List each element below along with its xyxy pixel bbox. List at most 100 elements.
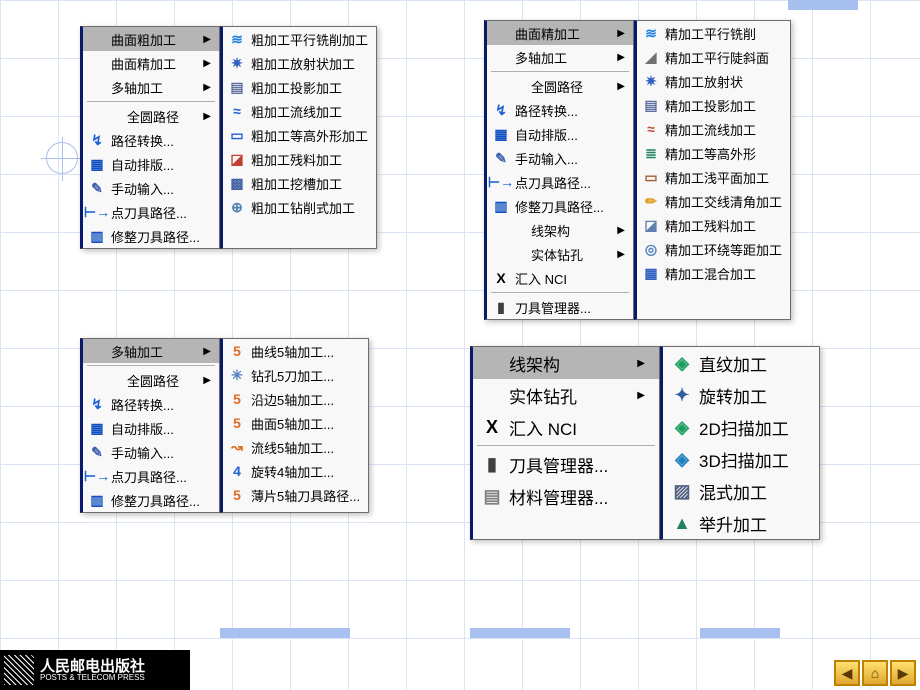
menu-rough-sub[interactable]: ≋粗加工平行铣削加工✷粗加工放射状加工▤粗加工投影加工≈粗加工流线加工▭粗加工等… (220, 26, 377, 249)
rough-sub-item[interactable]: ▤粗加工投影加工 (223, 75, 376, 99)
rough-sub-item[interactable]: ≋粗加工平行铣削加工 (223, 27, 376, 51)
rough-parent-item[interactable]: ⊢→点刀具路径... (83, 200, 219, 224)
finish-sub-item[interactable]: ≣精加工等高外形 (637, 141, 790, 165)
multiaxis-sub-item[interactable]: ↝流线5轴加工... (223, 435, 368, 459)
finish-parent-item-label: 修整刀具路径... (515, 197, 625, 216)
rough-parent-item[interactable]: ▥修整刀具路径... (83, 224, 219, 248)
wireframe-sub-item[interactable]: ◈直纹加工 (663, 347, 819, 379)
finish-parent-item[interactable]: ▦自动排版... (487, 122, 633, 146)
finish-sub-item[interactable]: ▦精加工混合加工 (637, 261, 790, 285)
finish-sub-item[interactable]: ✷精加工放射状 (637, 69, 790, 93)
finish-parent-item[interactable]: 全圆路径▶ (487, 74, 633, 98)
finish-parent-item[interactable]: ↯路径转换... (487, 98, 633, 122)
rough-sub-item[interactable]: ◪粗加工残料加工 (223, 147, 376, 171)
finish-parent-separator (491, 292, 629, 293)
rough-parent-item-icon: ↯ (87, 131, 107, 149)
finish-sub-item[interactable]: ▤精加工投影加工 (637, 93, 790, 117)
finish-sub-item[interactable]: ≋精加工平行铣削 (637, 21, 790, 45)
wireframe-sub-item[interactable]: ◈3D扫描加工 (663, 443, 819, 475)
finish-parent-item-label: 线架构 (531, 221, 607, 240)
rough-sub-item[interactable]: ▩粗加工挖槽加工 (223, 171, 376, 195)
finish-sub-item[interactable]: ◢精加工平行陡斜面 (637, 45, 790, 69)
multiaxis-parent-item-label: 多轴加工 (111, 342, 193, 361)
wireframe-sub-item[interactable]: ▨混式加工 (663, 475, 819, 507)
wireframe-sub-item[interactable]: ▲举升加工 (663, 507, 819, 539)
multiaxis-parent-item[interactable]: 多轴加工▶ (83, 339, 219, 363)
multiaxis-sub-item[interactable]: 5薄片5轴刀具路径... (223, 483, 368, 507)
multiaxis-sub-item[interactable]: ✳钻孔5刀加工... (223, 363, 368, 387)
rough-sub-item[interactable]: ≈粗加工流线加工 (223, 99, 376, 123)
rough-parent-item[interactable]: ↯路径转换... (83, 128, 219, 152)
wireframe-sub-item-label: 2D扫描加工 (699, 415, 805, 440)
nav-prev-button[interactable]: ◀ (834, 660, 860, 686)
multiaxis-parent-item[interactable]: ✎手动输入... (83, 440, 219, 464)
finish-parent-item-icon: ⊢→ (491, 173, 511, 191)
finish-sub-item-icon: ◢ (641, 48, 661, 66)
wireframe-parent-item[interactable]: ▤材料管理器... (473, 480, 659, 512)
finish-sub-item-icon: ✏ (641, 192, 661, 210)
menu-finish-parent[interactable]: 曲面精加工▶多轴加工▶ 全圆路径▶↯路径转换...▦自动排版...✎手动输入...… (484, 20, 634, 320)
multiaxis-sub-item[interactable]: 5沿边5轴加工... (223, 387, 368, 411)
wireframe-sub-item[interactable]: ✦旋转加工 (663, 379, 819, 411)
multiaxis-parent-item[interactable]: 全圆路径▶ (83, 368, 219, 392)
finish-sub-item[interactable]: ◎精加工环绕等距加工 (637, 237, 790, 261)
multiaxis-sub-item[interactable]: 5曲线5轴加工... (223, 339, 368, 363)
rough-parent-item[interactable]: ✎手动输入... (83, 176, 219, 200)
finish-sub-item-label: 精加工等高外形 (665, 144, 782, 163)
rough-parent-item-label: 曲面精加工 (111, 54, 193, 73)
menu-wireframe-parent[interactable]: 线架构▶实体钻孔▶X汇入 NCI ▮刀具管理器...▤材料管理器... (470, 346, 660, 540)
multiaxis-sub-item[interactable]: 5曲面5轴加工... (223, 411, 368, 435)
finish-parent-item-icon: ▮ (491, 298, 511, 316)
rough-sub-item-icon: ▤ (227, 78, 247, 96)
finish-sub-item[interactable]: ≈精加工流线加工 (637, 117, 790, 141)
finish-sub-item-label: 精加工投影加工 (665, 96, 782, 115)
finish-parent-item[interactable]: ⊢→点刀具路径... (487, 170, 633, 194)
finish-parent-item[interactable]: ▥修整刀具路径... (487, 194, 633, 218)
wireframe-parent-item[interactable]: 线架构▶ (473, 347, 659, 379)
multiaxis-parent-item[interactable]: ⊢→点刀具路径... (83, 464, 219, 488)
menu-rough-parent[interactable]: 曲面粗加工▶曲面精加工▶多轴加工▶全圆路径▶↯路径转换...▦自动排版...✎手… (80, 26, 220, 249)
finish-parent-item[interactable]: 曲面精加工▶ (487, 21, 633, 45)
menu-finish-sub[interactable]: ≋精加工平行铣削◢精加工平行陡斜面✷精加工放射状▤精加工投影加工≈精加工流线加工… (634, 20, 791, 320)
menu-wireframe-sub[interactable]: ◈直纹加工✦旋转加工◈2D扫描加工◈3D扫描加工▨混式加工▲举升加工 (660, 346, 820, 540)
wireframe-parent-item[interactable]: 实体钻孔▶ (473, 379, 659, 411)
finish-sub-item[interactable]: ▭精加工浅平面加工 (637, 165, 790, 189)
finish-sub-item-label: 精加工环绕等距加工 (665, 240, 782, 259)
finish-sub-item-label: 精加工残料加工 (665, 216, 782, 235)
rough-parent-item[interactable]: 全圆路径▶ (83, 104, 219, 128)
finish-parent-item[interactable]: 线架构▶ (487, 218, 633, 242)
finish-sub-item[interactable]: ✏精加工交线清角加工 (637, 189, 790, 213)
nav-next-button[interactable]: ▶ (890, 660, 916, 686)
finish-parent-item[interactable]: X汇入 NCI (487, 266, 633, 290)
nav-home-button[interactable]: ⌂ (862, 660, 888, 686)
menu-multiaxis-sub[interactable]: 5曲线5轴加工...✳钻孔5刀加工...5沿边5轴加工...5曲面5轴加工...… (220, 338, 369, 513)
accent-strip (220, 628, 350, 638)
multiaxis-parent-item[interactable]: ▥修整刀具路径... (83, 488, 219, 512)
wireframe-parent-item[interactable]: X汇入 NCI (473, 411, 659, 443)
finish-parent-item[interactable]: 多轴加工▶ (487, 45, 633, 69)
rough-parent-item[interactable]: 曲面粗加工▶ (83, 27, 219, 51)
rough-parent-item[interactable]: 多轴加工▶ (83, 75, 219, 99)
multiaxis-parent-item[interactable]: ▦自动排版... (83, 416, 219, 440)
rough-sub-item[interactable]: ⊕粗加工钻削式加工 (223, 195, 376, 219)
wireframe-sub-item-icon: ◈ (669, 352, 695, 374)
wireframe-parent-item[interactable]: ▮刀具管理器... (473, 448, 659, 480)
finish-sub-item[interactable]: ◪精加工残料加工 (637, 213, 790, 237)
finish-parent-item[interactable]: 实体钻孔▶ (487, 242, 633, 266)
submenu-arrow-icon: ▶ (203, 111, 211, 122)
menu-group-finish: 曲面精加工▶多轴加工▶ 全圆路径▶↯路径转换...▦自动排版...✎手动输入...… (484, 20, 791, 320)
rough-sub-item[interactable]: ▭粗加工等高外形加工 (223, 123, 376, 147)
rough-parent-item-icon: ⊢→ (87, 203, 107, 221)
menu-multiaxis-parent[interactable]: 多轴加工▶ 全圆路径▶↯路径转换...▦自动排版...✎手动输入...⊢→点刀具路… (80, 338, 220, 513)
wireframe-sub-item-label: 举升加工 (699, 511, 805, 536)
finish-parent-item[interactable]: ▮刀具管理器... (487, 295, 633, 319)
multiaxis-parent-item[interactable]: ↯路径转换... (83, 392, 219, 416)
rough-sub-item[interactable]: ✷粗加工放射状加工 (223, 51, 376, 75)
finish-parent-item[interactable]: ✎手动输入... (487, 146, 633, 170)
rough-parent-item[interactable]: 曲面精加工▶ (83, 51, 219, 75)
rough-sub-item-icon: ≈ (227, 102, 247, 120)
multiaxis-sub-item[interactable]: 4旋转4轴加工... (223, 459, 368, 483)
rough-parent-item[interactable]: ▦自动排版... (83, 152, 219, 176)
rough-sub-item-icon: ≋ (227, 30, 247, 48)
wireframe-sub-item[interactable]: ◈2D扫描加工 (663, 411, 819, 443)
